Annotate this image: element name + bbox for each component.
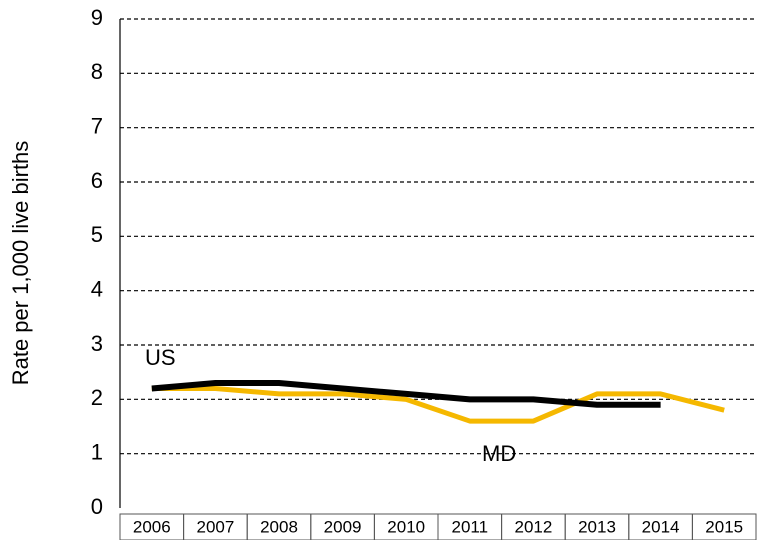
legend-label: US	[145, 345, 176, 370]
x-tick-label: 2008	[260, 517, 298, 536]
x-tick-label: 2014	[642, 517, 680, 536]
y-tick-label: 5	[91, 222, 103, 247]
x-tick-label: 2013	[578, 517, 616, 536]
x-tick-label: 2011	[452, 517, 489, 536]
y-tick-label: 3	[91, 331, 103, 356]
legend-label: MD	[482, 441, 516, 466]
x-tick-label: 2009	[324, 517, 362, 536]
line-series	[151, 380, 661, 408]
x-tick-label: 2012	[514, 517, 552, 536]
y-tick-label: 1	[91, 439, 103, 464]
x-tick-label: 2010	[387, 517, 425, 536]
y-tick-label: 0	[91, 494, 103, 519]
y-tick-label: 8	[91, 59, 103, 84]
x-tick-label: 2015	[705, 517, 743, 536]
y-tick-label: 9	[91, 5, 103, 30]
y-tick-label: 4	[91, 276, 103, 301]
x-tick-label: 2007	[196, 517, 234, 536]
y-tick-label: 7	[91, 113, 103, 138]
x-tick-box	[691, 513, 757, 540]
y-tick-label: 2	[91, 385, 103, 410]
y-tick-label: 6	[91, 168, 103, 193]
line-series	[151, 385, 725, 424]
x-tick-label: 2006	[133, 517, 171, 536]
y-axis-label: Rate per 1,000 live births	[8, 141, 33, 386]
